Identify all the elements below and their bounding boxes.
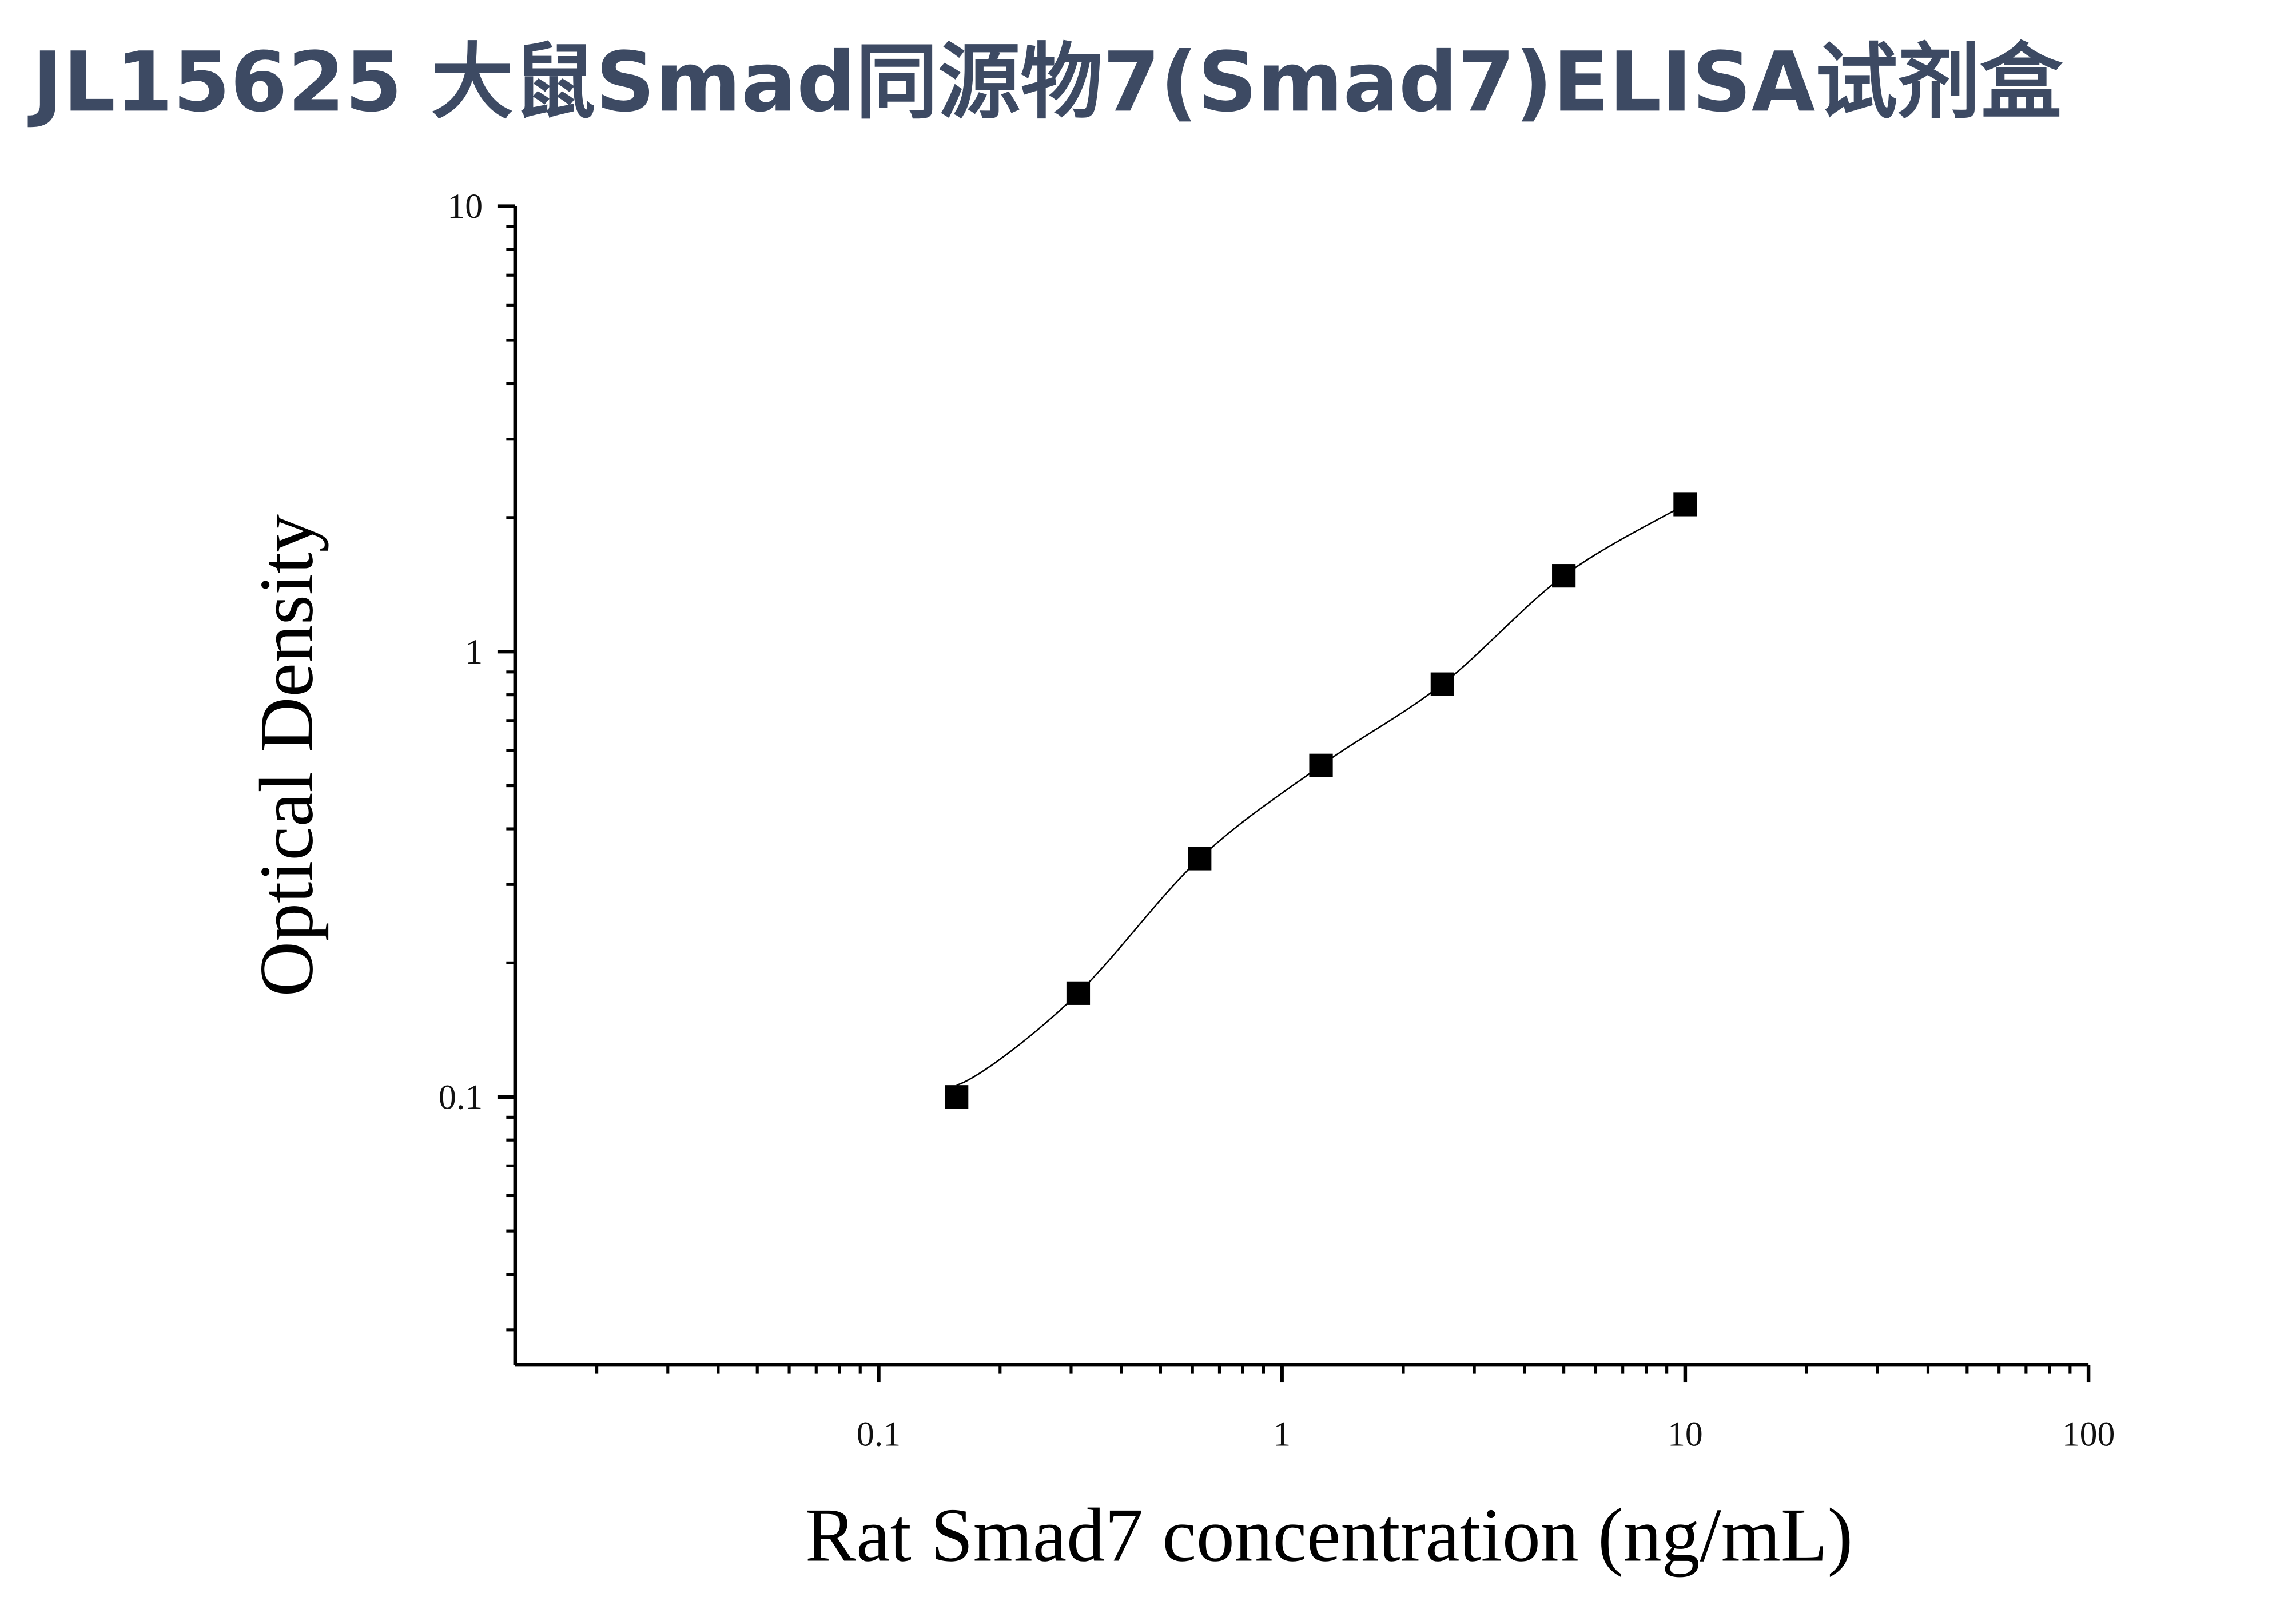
chart-title: JL15625 大鼠Smad同源物7(Smad7)ELISA试剂盒 xyxy=(27,34,2063,130)
x-tick-label: 10 xyxy=(1668,1415,1703,1454)
fit-curve xyxy=(956,503,1686,1086)
data-point xyxy=(1309,753,1333,777)
y-tick-label: 0.1 xyxy=(439,1078,483,1117)
x-tick-label: 0.1 xyxy=(857,1415,901,1454)
y-tick-label: 10 xyxy=(447,187,483,226)
y-axis-label: Optical Density xyxy=(244,514,329,997)
fit-curve-group xyxy=(956,503,1686,1086)
x-axis-label: Rat Smad7 concentration (ng/mL) xyxy=(805,1492,1853,1577)
y-tick-label: 1 xyxy=(465,633,483,672)
data-point xyxy=(945,1085,969,1109)
data-point xyxy=(1552,564,1576,588)
data-points xyxy=(945,492,1697,1109)
x-tick-label: 1 xyxy=(1273,1415,1291,1454)
data-point xyxy=(1673,492,1697,517)
x-tick-label: 100 xyxy=(2062,1415,2115,1454)
data-point xyxy=(1066,981,1091,1005)
axes: 0.1 1 10 0.1 1 10 100 xyxy=(439,187,2115,1453)
data-point xyxy=(1188,847,1212,871)
data-point xyxy=(1430,672,1454,696)
